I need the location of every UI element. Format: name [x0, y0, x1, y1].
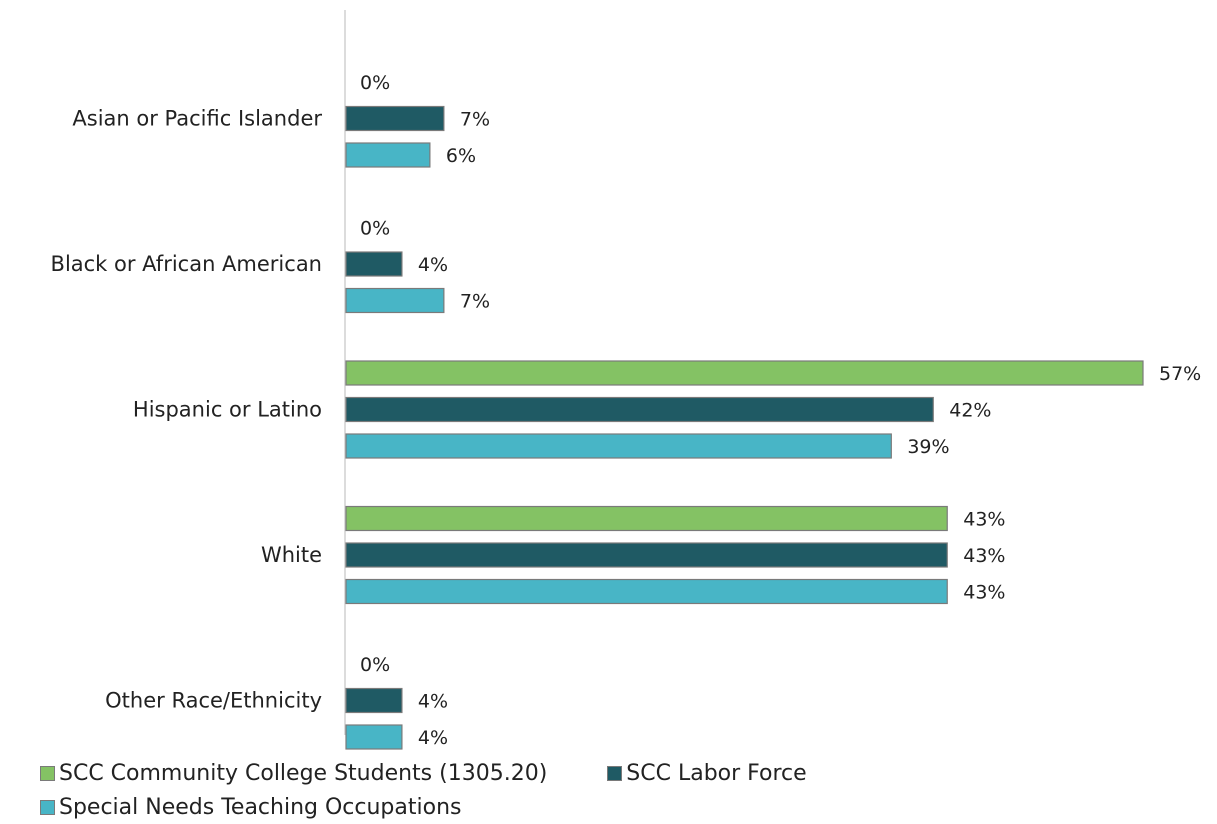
- value-label-white-s1: 43%: [963, 545, 1005, 567]
- legend-swatch-labor-force: [607, 765, 623, 781]
- legend-item-teaching-occupations: Special Needs Teaching Occupations: [40, 795, 461, 820]
- value-label-asian-or-pacific-islander-s1: 7%: [460, 109, 490, 131]
- value-label-white-s0: 43%: [963, 509, 1005, 531]
- bars: [345, 105, 1144, 750]
- value-label-other-race-ethnicity-s2: 4%: [418, 727, 448, 749]
- bar-white-s2: [345, 578, 948, 605]
- value-label-other-race-ethnicity-s1: 4%: [418, 691, 448, 713]
- bar-other-race-ethnicity-s1: [345, 687, 403, 714]
- value-label-hispanic-or-latino-s0: 57%: [1159, 363, 1201, 385]
- bar-black-or-african-american-s2: [345, 287, 445, 314]
- chart: Asian or Pacific Islander Black or Africa…: [51, 10, 1201, 750]
- value-label-hispanic-or-latino-s1: 42%: [949, 400, 991, 422]
- bar-other-race-ethnicity-s2: [345, 724, 403, 750]
- legend: SCC Community College Students (1305.20)…: [40, 756, 1190, 824]
- category-label-white: White: [261, 543, 322, 567]
- category-label-hispanic-or-latino: Hispanic or Latino: [133, 398, 322, 422]
- legend-label-labor-force: SCC Labor Force: [626, 760, 807, 786]
- bar-hispanic-or-latino-s2: [345, 433, 892, 459]
- value-labels: 0% 7% 6% 0% 4% 7% 57% 42%39% 43% 43% 43% 0% 4% 4%: [360, 72, 1201, 749]
- legend-swatch-teaching-occupations: [40, 799, 55, 815]
- category-label-asian-or-pacific-islander: Asian or Pacific Islander: [72, 107, 322, 131]
- bar-black-or-african-american-s1: [345, 251, 403, 277]
- value-label-black-or-african-american-s2: 7%: [460, 291, 490, 313]
- value-label-asian-or-pacific-islander-s0: 0%: [360, 72, 390, 94]
- legend-label-teaching-occupations: Special Needs Teaching Occupations: [59, 794, 462, 820]
- value-label-other-race-ethnicity-s0: 0%: [360, 654, 390, 676]
- value-label-asian-or-pacific-islander-s2: 6%: [446, 145, 476, 167]
- legend-item-college-students: SCC Community College Students (1305.20): [40, 761, 547, 786]
- bar-hispanic-or-latino-s1: [345, 396, 934, 423]
- legend-swatch-college-students: [40, 765, 55, 781]
- category-label-black-or-african-american: Black or African American: [51, 252, 322, 276]
- value-label-black-or-african-american-s1: 4%: [418, 254, 448, 276]
- legend-row-2: Special Needs Teaching Occupations: [40, 790, 1190, 824]
- value-label-white-s2: 43%: [963, 582, 1005, 604]
- bar-white-s0: [345, 505, 948, 532]
- legend-label-college-students: SCC Community College Students (1305.20): [59, 760, 548, 786]
- value-label-hispanic-or-latino-s2: 39%: [907, 436, 949, 458]
- bar-asian-or-pacific-islander-s1: [345, 105, 445, 132]
- value-label-black-or-african-american-s0: 0%: [360, 218, 390, 240]
- bar-hispanic-or-latino-s0: [345, 360, 1144, 386]
- category-labels: Asian or Pacific Islander Black or Africa…: [51, 107, 323, 713]
- bar-white-s1: [345, 542, 948, 568]
- category-label-other-race-ethnicity: Other Race/Ethnicity: [105, 689, 322, 713]
- legend-row-1: SCC Community College Students (1305.20)…: [40, 756, 1190, 790]
- legend-item-labor-force: SCC Labor Force: [607, 760, 807, 786]
- bar-asian-or-pacific-islander-s2: [345, 142, 431, 168]
